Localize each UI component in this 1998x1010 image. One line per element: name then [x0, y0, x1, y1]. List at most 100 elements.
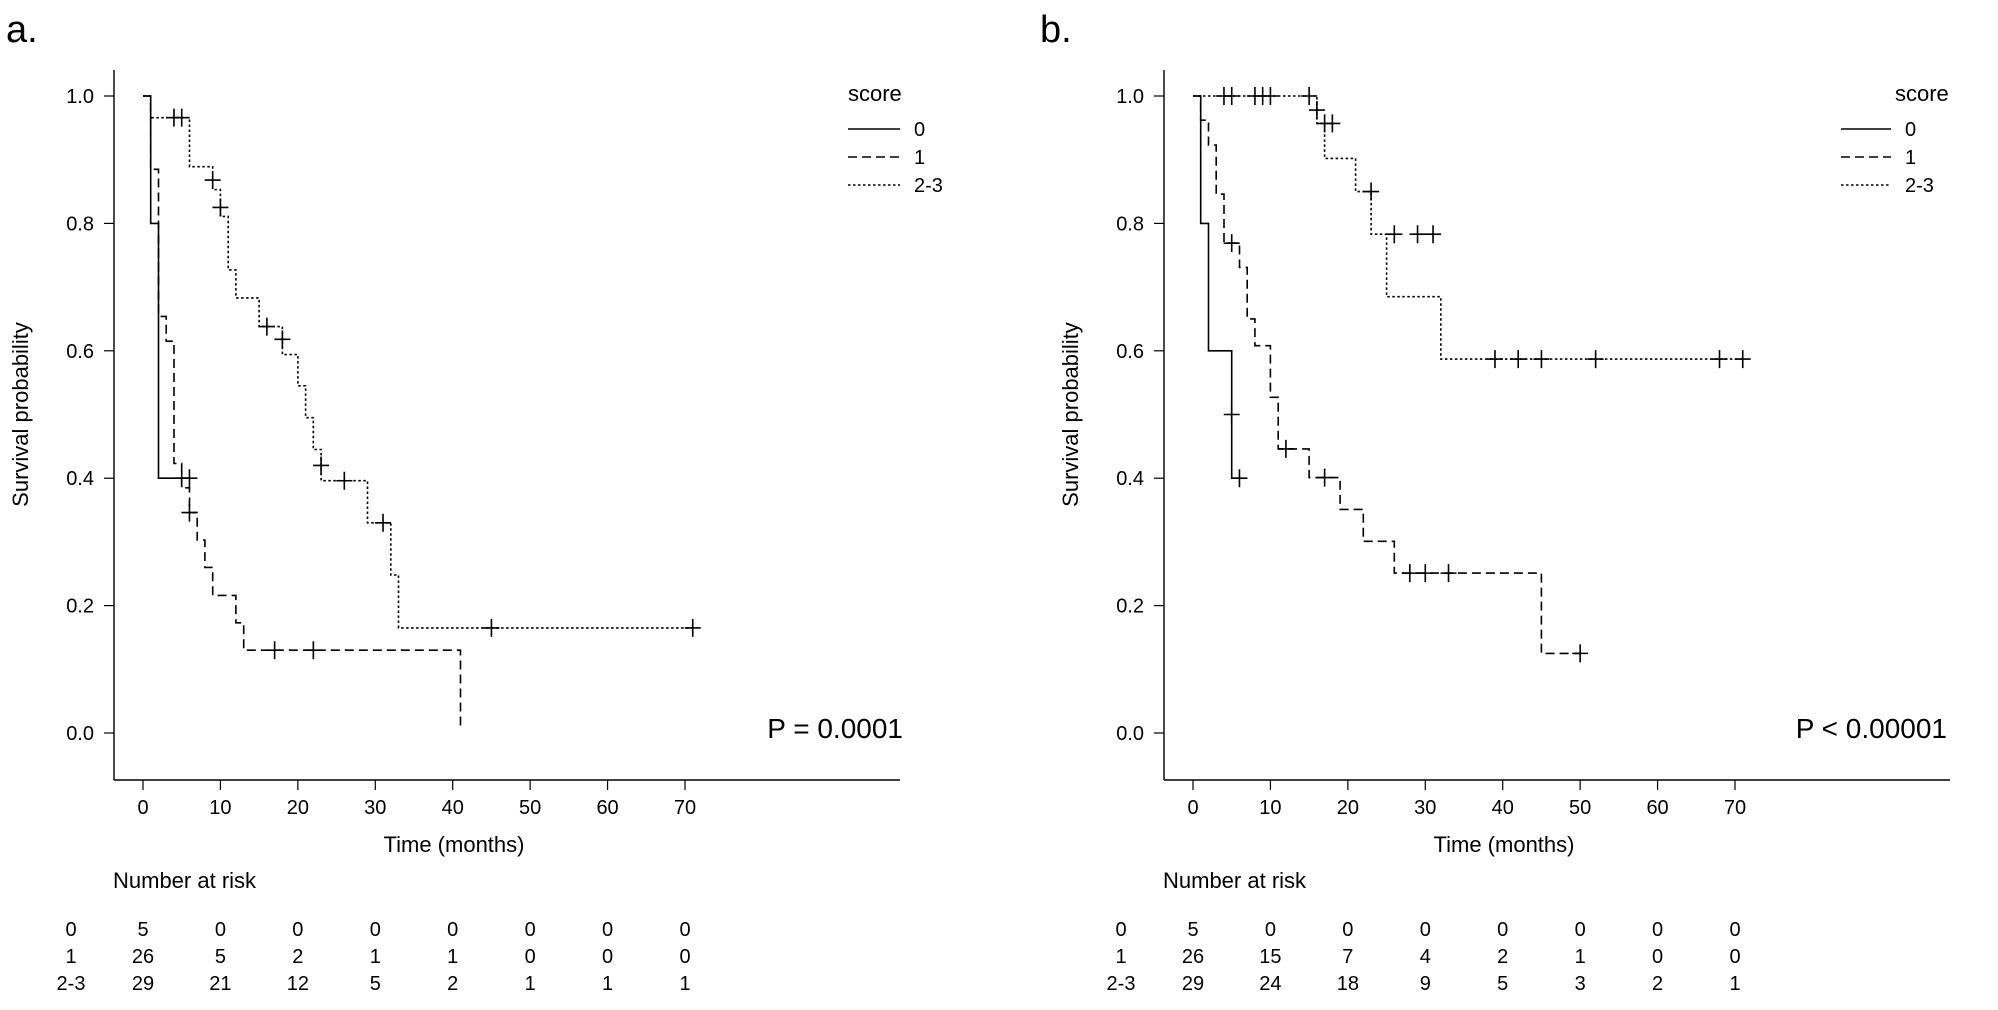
risk-count: 18 — [1337, 973, 1359, 995]
risk-count: 5 — [370, 973, 381, 995]
risk-count: 2 — [1497, 946, 1508, 968]
risk-count: 0 — [679, 946, 690, 968]
x-tick-label: 40 — [442, 797, 464, 819]
panel-label: b. — [1040, 9, 1072, 51]
risk-count: 0 — [1342, 919, 1353, 941]
censor-mark-score-1 — [1572, 644, 1589, 663]
risk-row-label: 2-3 — [1107, 973, 1136, 995]
censor-mark-score-2-3 — [173, 108, 190, 127]
censor-mark-score-0 — [1231, 469, 1248, 488]
risk-count: 2 — [447, 973, 458, 995]
y-tick-label: 0.8 — [66, 213, 94, 235]
risk-count: 29 — [132, 973, 154, 995]
censor-mark-score-2-3 — [212, 198, 229, 217]
survival-curve-score-0 — [143, 95, 190, 480]
risk-count: 0 — [1652, 919, 1663, 941]
x-tick-label: 50 — [519, 797, 541, 819]
risk-count: 0 — [370, 919, 381, 941]
x-tick-label: 70 — [1724, 797, 1746, 819]
y-tick-label: 0.0 — [66, 723, 94, 745]
risk-count: 0 — [1729, 919, 1740, 941]
risk-count: 1 — [525, 973, 536, 995]
legend-label: 0 — [914, 119, 925, 141]
risk-count: 2 — [1652, 973, 1663, 995]
panel-a: a.0.00.20.40.60.81.00 10 20 30 40 50 60 70Time … — [6, 9, 943, 995]
risk-count: 0 — [215, 919, 226, 941]
p-value-annotation: P = 0.0001 — [767, 713, 903, 744]
censor-mark-score-2-3 — [274, 330, 291, 349]
censor-mark-score-2-3 — [204, 171, 221, 190]
risk-count: 3 — [1575, 973, 1586, 995]
legend-label: 2-3 — [1905, 175, 1934, 197]
x-tick-label: 60 — [1646, 797, 1668, 819]
x-axis-title: Time (months) — [1434, 832, 1575, 857]
risk-count: 15 — [1259, 946, 1281, 968]
censor-mark-score-2-3 — [1308, 101, 1325, 120]
censor-mark-score-2-3 — [1363, 182, 1380, 201]
y-tick-label: 0.8 — [1116, 213, 1144, 235]
risk-count: 0 — [1265, 919, 1276, 941]
censor-mark-score-2-3 — [1301, 87, 1318, 105]
p-value-annotation: P < 0.00001 — [1796, 713, 1947, 744]
censor-mark-score-2-3 — [258, 317, 275, 336]
censor-mark-score-2-3 — [1425, 225, 1442, 244]
risk-count: 0 — [1652, 946, 1663, 968]
y-tick-label: 0.0 — [1116, 723, 1144, 745]
risk-count: 1 — [447, 946, 458, 968]
y-axis-title: Survival probability — [8, 322, 33, 507]
x-tick-label: 50 — [1569, 797, 1591, 819]
risk-count: 26 — [132, 946, 154, 968]
y-tick-label: 0.6 — [1116, 341, 1144, 363]
censor-mark-score-1 — [1277, 439, 1294, 458]
censor-mark-score-2-3 — [1262, 87, 1279, 105]
legend-title: score — [1895, 81, 1949, 106]
risk-row-label: 0 — [65, 919, 76, 941]
risk-count: 0 — [1729, 946, 1740, 968]
risk-count: 0 — [525, 919, 536, 941]
risk-count: 7 — [1342, 946, 1353, 968]
x-tick-label: 70 — [674, 797, 696, 819]
risk-count: 5 — [215, 946, 226, 968]
y-tick-label: 1.0 — [1116, 86, 1144, 108]
risk-count: 29 — [1182, 973, 1204, 995]
risk-count: 5 — [1187, 919, 1198, 941]
censor-mark-score-1 — [173, 469, 190, 488]
x-tick-label: 10 — [1259, 797, 1281, 819]
censor-mark-score-1 — [1223, 234, 1240, 253]
x-tick-label: 30 — [1414, 797, 1436, 819]
censor-mark-score-1 — [1316, 468, 1333, 487]
censor-mark-score-1 — [266, 641, 283, 660]
censor-mark-score-2-3 — [1486, 350, 1503, 369]
risk-row-label: 0 — [1115, 919, 1126, 941]
risk-count: 0 — [1420, 919, 1431, 941]
censor-mark-score-0 — [1223, 405, 1240, 424]
x-tick-label: 0 — [1187, 797, 1198, 819]
risk-count: 4 — [1420, 946, 1431, 968]
risk-count: 1 — [1729, 973, 1740, 995]
risk-count: 24 — [1259, 973, 1281, 995]
risk-row-label: 1 — [1115, 946, 1126, 968]
risk-count: 5 — [137, 919, 148, 941]
censor-mark-score-2-3 — [1223, 87, 1240, 105]
y-tick-label: 1.0 — [66, 86, 94, 108]
censor-mark-score-2-3 — [483, 618, 500, 637]
censor-mark-score-2-3 — [1734, 350, 1751, 369]
x-tick-label: 0 — [137, 797, 148, 819]
survival-curve-score-2-3 — [1193, 95, 1743, 360]
risk-count: 0 — [525, 946, 536, 968]
panel-label: a. — [6, 9, 38, 51]
x-tick-label: 30 — [364, 797, 386, 819]
legend-label: 2-3 — [914, 175, 943, 197]
censor-mark-score-1 — [305, 641, 322, 660]
risk-row-label: 2-3 — [57, 973, 86, 995]
legend-label: 1 — [1905, 147, 1916, 169]
legend-label: 1 — [914, 147, 925, 169]
risk-count: 0 — [602, 919, 613, 941]
survival-curve-score-0 — [1193, 95, 1240, 480]
x-tick-label: 60 — [596, 797, 618, 819]
risk-count: 0 — [1497, 919, 1508, 941]
risk-count: 12 — [287, 973, 309, 995]
y-tick-label: 0.2 — [66, 596, 94, 618]
risk-count: 1 — [370, 946, 381, 968]
